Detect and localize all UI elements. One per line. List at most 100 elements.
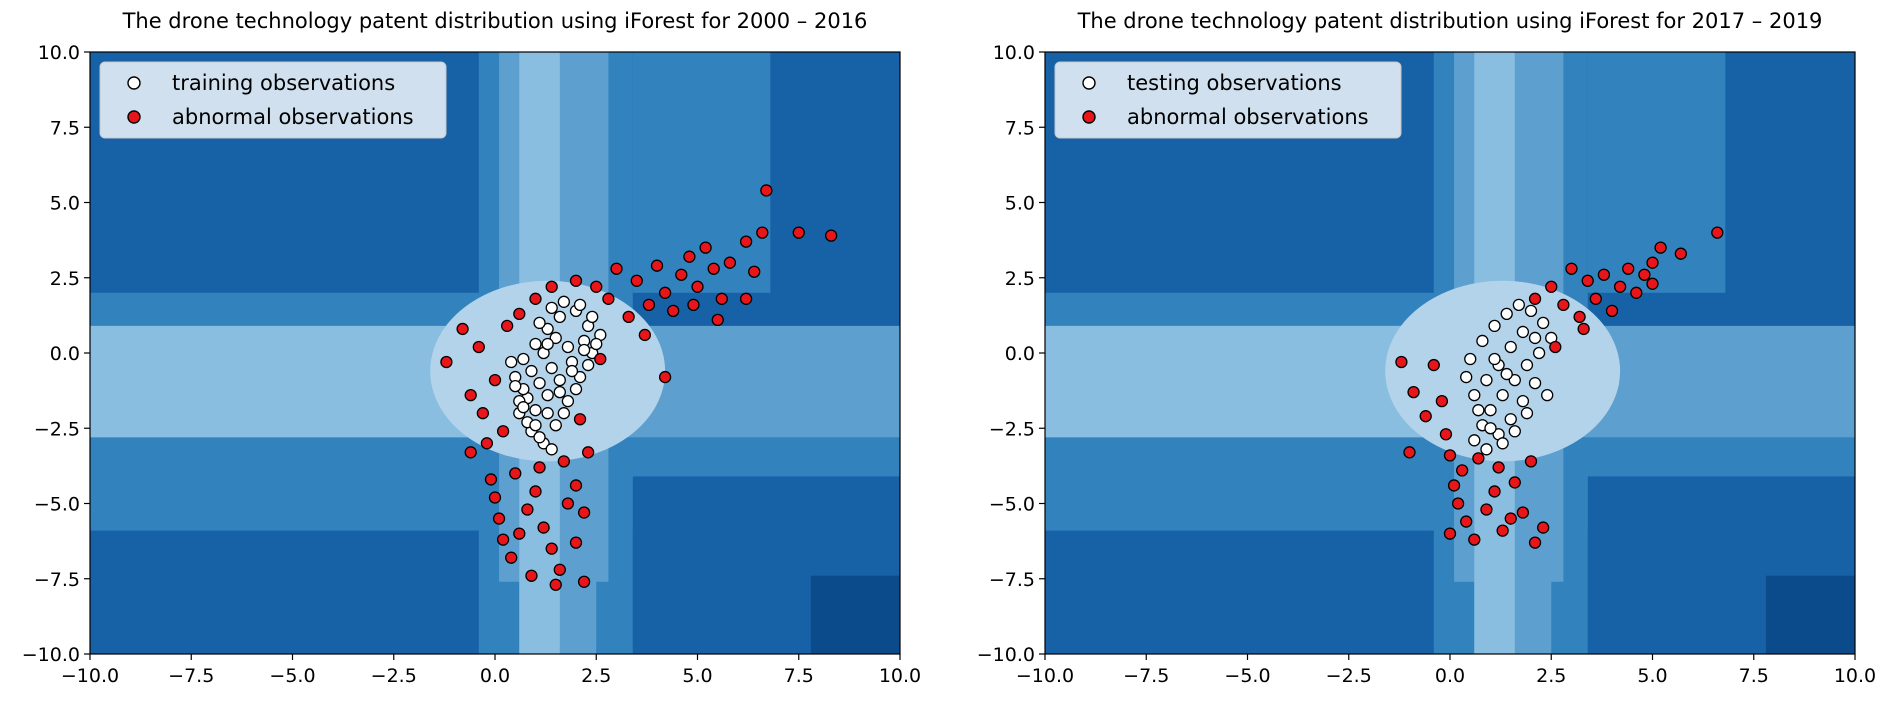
normal-point bbox=[505, 355, 518, 369]
abnormal-point bbox=[549, 578, 562, 591]
normal-point bbox=[561, 395, 575, 408]
y-tick-label: −10.0 bbox=[22, 644, 80, 666]
normal-point bbox=[1504, 413, 1517, 426]
chart-panel-2017-2019: The drone technology patent distribution… bbox=[977, 9, 1876, 687]
abnormal-point bbox=[456, 322, 469, 336]
abnormal-point bbox=[1524, 455, 1538, 468]
normal-point bbox=[1520, 358, 1534, 372]
normal-point bbox=[1512, 298, 1525, 311]
x-tick-label: 7.5 bbox=[784, 665, 814, 687]
abnormal-point bbox=[1581, 274, 1594, 287]
legend-label-training: training observations bbox=[172, 71, 395, 95]
y-tick-label: 5.0 bbox=[50, 193, 80, 215]
abnormal-point bbox=[638, 328, 651, 342]
normal-point bbox=[1468, 434, 1481, 447]
y-tick-label: 5.0 bbox=[1005, 193, 1035, 215]
normal-point bbox=[533, 431, 546, 444]
abnormal-point bbox=[707, 262, 720, 275]
abnormal-point bbox=[1492, 461, 1505, 474]
y-tick-label: −2.5 bbox=[34, 418, 80, 440]
abnormal-point bbox=[440, 355, 453, 369]
abnormal-point bbox=[590, 280, 603, 293]
abnormal-point bbox=[594, 352, 607, 366]
x-tick-label: −7.5 bbox=[168, 665, 214, 687]
abnormal-point bbox=[509, 467, 522, 480]
legend-label-testing: testing observations bbox=[1127, 71, 1342, 95]
abnormal-point bbox=[1573, 310, 1586, 324]
abnormal-point bbox=[1480, 503, 1493, 516]
y-tick-label: 0.0 bbox=[50, 343, 80, 365]
abnormal-point bbox=[1472, 452, 1485, 465]
normal-point bbox=[1468, 388, 1481, 402]
normal-point bbox=[517, 352, 530, 366]
normal-point bbox=[1532, 346, 1546, 360]
x-tick-label: −2.5 bbox=[371, 665, 417, 687]
abnormal-point bbox=[1711, 226, 1724, 239]
abnormal-point bbox=[537, 521, 550, 534]
abnormal-point bbox=[691, 280, 704, 293]
normal-point bbox=[1488, 319, 1501, 333]
normal-point bbox=[541, 337, 554, 351]
abnormal-point bbox=[1557, 298, 1570, 311]
abnormal-point bbox=[1605, 304, 1619, 318]
normal-point bbox=[517, 401, 530, 414]
abnormal-point bbox=[1589, 292, 1602, 305]
abnormal-point bbox=[1545, 280, 1558, 293]
legend-marker-abnormal bbox=[1082, 110, 1096, 124]
abnormal-point bbox=[1456, 464, 1469, 477]
y-tick-label: −2.5 bbox=[989, 418, 1035, 440]
abnormal-point bbox=[1622, 262, 1635, 275]
normal-point bbox=[1484, 404, 1497, 417]
abnormal-point bbox=[573, 413, 587, 426]
contour-level-1 bbox=[770, 52, 900, 293]
abnormal-point bbox=[1443, 449, 1457, 462]
abnormal-point bbox=[1537, 521, 1550, 534]
x-tick-label: 7.5 bbox=[1739, 665, 1769, 687]
x-tick-label: −5.0 bbox=[269, 665, 315, 687]
normal-point bbox=[586, 310, 599, 324]
contour-level-4 bbox=[1474, 52, 1515, 326]
abnormal-point bbox=[496, 533, 510, 546]
y-tick-label: 10.0 bbox=[993, 42, 1035, 64]
normal-point bbox=[1480, 443, 1493, 456]
normal-point bbox=[545, 361, 558, 375]
normal-point bbox=[1500, 367, 1513, 381]
abnormal-point bbox=[1630, 286, 1643, 299]
abnormal-point bbox=[675, 268, 688, 281]
abnormal-point bbox=[521, 503, 534, 516]
y-tick-label: 2.5 bbox=[1005, 268, 1035, 290]
abnormal-point bbox=[1516, 506, 1530, 519]
normal-point bbox=[541, 388, 554, 402]
abnormal-point bbox=[545, 542, 558, 555]
x-tick-label: 2.5 bbox=[1536, 665, 1566, 687]
abnormal-point bbox=[500, 319, 514, 333]
normal-point bbox=[565, 364, 579, 378]
abnormal-point bbox=[472, 340, 485, 354]
x-tick-label: −10.0 bbox=[1016, 665, 1074, 687]
y-tick-label: −5.0 bbox=[34, 494, 80, 516]
abnormal-point bbox=[513, 527, 526, 540]
normal-point bbox=[1504, 340, 1517, 354]
normal-point bbox=[525, 364, 538, 378]
abnormal-point bbox=[513, 307, 526, 321]
abnormal-point bbox=[1646, 277, 1659, 290]
normal-point bbox=[561, 340, 575, 354]
abnormal-point bbox=[650, 259, 664, 272]
abnormal-point bbox=[1427, 358, 1440, 372]
x-tick-label: −10.0 bbox=[61, 665, 119, 687]
abnormal-point bbox=[480, 437, 494, 450]
normal-point bbox=[573, 370, 587, 384]
abnormal-point bbox=[642, 298, 656, 311]
x-tick-label: 10.0 bbox=[1834, 665, 1876, 687]
normal-point bbox=[553, 310, 566, 324]
chart-panel-2000-2016: The drone technology patent distribution… bbox=[22, 9, 921, 687]
normal-point bbox=[1496, 437, 1509, 450]
abnormal-point bbox=[687, 298, 700, 311]
normal-point bbox=[590, 337, 603, 351]
normal-point bbox=[529, 419, 542, 432]
contour-level-1 bbox=[1725, 52, 1855, 293]
x-tick-label: 10.0 bbox=[879, 665, 921, 687]
abnormal-point bbox=[529, 292, 542, 305]
x-tick-label: 0.0 bbox=[1435, 665, 1465, 687]
